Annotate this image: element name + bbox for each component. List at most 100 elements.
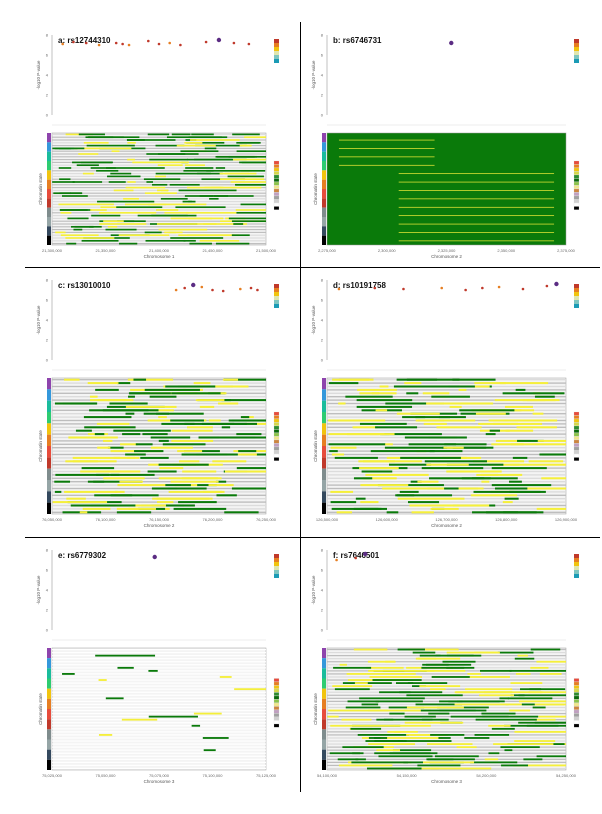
state-segment	[448, 385, 492, 388]
state-segment	[370, 450, 435, 453]
x-tick-label: 54,200,000	[476, 773, 497, 778]
state-segment	[178, 234, 235, 237]
y-tick-label: 8	[46, 278, 49, 283]
state-segment	[513, 764, 566, 767]
state-segment	[509, 669, 566, 672]
state-legend-swatch	[573, 185, 580, 189]
state-segment	[107, 504, 166, 507]
state-legend-swatch	[573, 206, 580, 210]
state-segment	[171, 392, 221, 395]
state-segment	[74, 225, 94, 228]
state-segment	[116, 206, 163, 209]
state-segment	[514, 730, 566, 733]
state-segment	[345, 706, 381, 709]
state-segment	[421, 467, 484, 470]
state-segment	[183, 239, 196, 242]
state-segment	[231, 487, 266, 490]
state-segment	[393, 385, 460, 388]
state-segment	[152, 183, 168, 186]
state-segment	[220, 178, 265, 181]
state-segment	[202, 737, 229, 739]
state-segment	[79, 511, 88, 514]
state-segment	[449, 470, 502, 473]
state-segment	[117, 666, 134, 669]
state-segment	[502, 392, 565, 395]
state-row	[52, 694, 266, 696]
state-segment	[361, 737, 371, 739]
state-segment	[373, 737, 388, 739]
state-segment	[517, 654, 528, 657]
state-segment	[402, 416, 426, 419]
state-segment	[356, 399, 413, 402]
state-segment	[52, 181, 75, 183]
state-segment	[178, 460, 200, 463]
state-legend-swatch	[273, 181, 280, 186]
state-segment	[107, 446, 124, 449]
state-legend-swatch	[573, 723, 580, 728]
state-segment	[505, 429, 534, 432]
state-segment	[328, 419, 386, 422]
ld-legend-swatch	[574, 51, 579, 55]
state-segment	[228, 419, 266, 422]
state-segment	[186, 158, 233, 161]
state-row	[52, 443, 266, 445]
state-legend-swatch	[573, 188, 580, 193]
state-segment	[515, 673, 531, 675]
panel-f: f: rs7646501 0 2 4 6 8 -log10 P-value Chromatin…	[303, 540, 598, 790]
state-segment	[404, 382, 422, 385]
state-segment	[162, 443, 206, 446]
tissue-color-strip	[47, 729, 51, 740]
state-segment	[55, 231, 66, 234]
state-segment	[377, 484, 444, 487]
state-segment	[84, 426, 136, 429]
tissue-color-strip	[322, 709, 326, 720]
state-segment	[530, 648, 561, 651]
state-segment	[368, 743, 416, 745]
state-segment	[459, 409, 515, 412]
state-segment	[331, 453, 345, 456]
state-segment	[404, 721, 464, 724]
state-segment	[398, 232, 555, 233]
state-segment	[444, 443, 487, 446]
state-segment	[530, 666, 549, 669]
x-axis-label: Chromosome 1	[144, 254, 175, 259]
state-legend-swatch	[273, 688, 280, 693]
state-legend-swatch	[273, 457, 280, 461]
state-segment	[541, 477, 566, 480]
state-segment	[233, 223, 244, 225]
state-segment	[185, 167, 214, 169]
state-segment	[156, 223, 217, 225]
state-row	[52, 731, 266, 733]
state-segment	[408, 648, 459, 651]
state-segment	[491, 443, 524, 446]
x-tick-label: 126,700,000	[435, 517, 458, 522]
state-row	[52, 685, 266, 687]
state-segment	[72, 456, 121, 459]
state-segment	[186, 141, 225, 144]
state-segment	[156, 497, 213, 500]
state-legend-swatch	[573, 709, 580, 714]
state-segment	[94, 494, 133, 497]
state-row	[327, 430, 566, 432]
state-segment	[175, 206, 226, 209]
state-segment	[415, 419, 476, 422]
state-segment	[474, 385, 490, 388]
state-legend-swatch	[573, 720, 580, 724]
state-row	[52, 670, 266, 672]
state-legend-swatch	[573, 695, 580, 700]
state-segment	[227, 175, 264, 178]
state-segment	[171, 439, 214, 442]
state-segment	[366, 666, 404, 669]
state-segment	[361, 470, 393, 473]
state-legend-swatch	[273, 202, 280, 207]
state-segment	[158, 416, 167, 419]
ld-legend-swatch	[274, 570, 279, 574]
state-segment	[375, 700, 423, 703]
ld-legend-swatch	[274, 304, 279, 308]
state-row	[52, 664, 266, 666]
state-row	[52, 217, 266, 219]
state-legend-swatch	[573, 706, 580, 710]
state-row	[52, 170, 266, 172]
state-segment	[125, 405, 177, 408]
state-segment	[133, 378, 147, 381]
